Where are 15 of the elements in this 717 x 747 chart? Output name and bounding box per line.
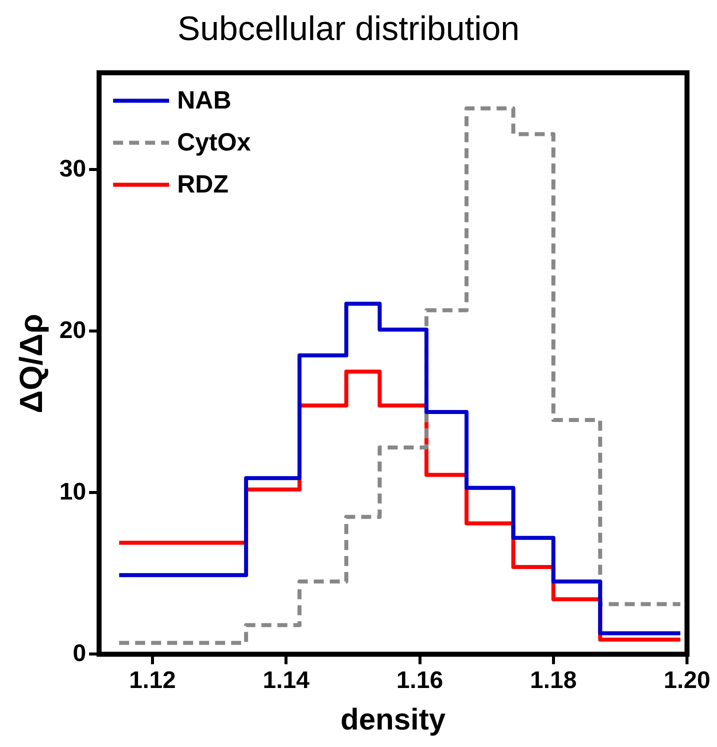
- x-tick-label: 1.14: [262, 667, 310, 694]
- y-tick-label: 0: [72, 640, 86, 667]
- x-tick-label: 1.16: [396, 667, 444, 694]
- y-tick-label: 30: [59, 155, 86, 182]
- y-tick-label: 20: [59, 316, 86, 344]
- legend-label: RDZ: [177, 170, 228, 199]
- y-tick-label: 10: [59, 478, 86, 506]
- x-tick-label: 1.18: [530, 667, 577, 694]
- x-axis-title: density: [340, 703, 446, 736]
- legend-label: NAB: [177, 86, 232, 115]
- x-tick-label: 1.20: [664, 667, 710, 694]
- y-axis-title: ΔQ/Δρ: [13, 314, 50, 414]
- legend-label: CytOx: [177, 128, 251, 157]
- x-tick-label: 1.12: [129, 667, 176, 694]
- chart-title: Subcellular distribution: [177, 10, 520, 48]
